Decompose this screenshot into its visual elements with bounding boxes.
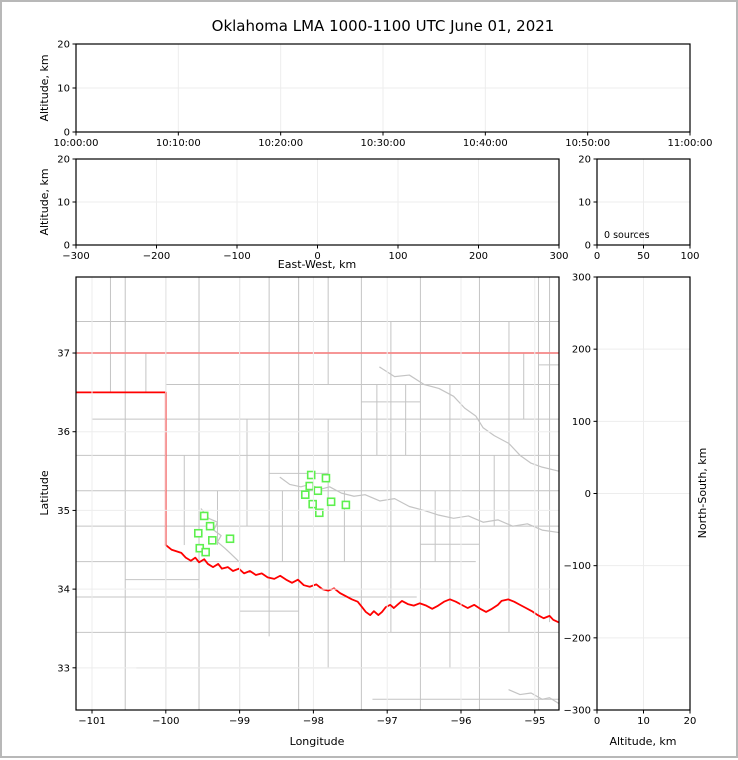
y-tick-label: 36 <box>57 427 70 438</box>
x-tick-label: 10 <box>637 716 650 727</box>
axes: 0 50 100 0 10 20 <box>578 155 699 263</box>
y-tick-label: 10 <box>57 198 70 209</box>
station-marker <box>321 473 331 483</box>
y-tick-label: −100 <box>564 561 591 572</box>
station-marker <box>306 470 316 480</box>
state-border-line <box>76 391 167 546</box>
river-line <box>279 476 559 534</box>
gridlines <box>76 277 559 710</box>
station-marker <box>205 521 215 531</box>
river-line <box>200 508 239 562</box>
x-tick-label: 11:00:00 <box>668 138 713 149</box>
y-tick-label: 100 <box>572 417 591 428</box>
x-tick-label: 0 <box>594 716 600 727</box>
axes: 10:00:00 10:10:00 10:20:00 10:30:00 10:40:00… <box>54 40 713 150</box>
gridlines <box>597 159 690 245</box>
y-tick-label: 20 <box>57 155 70 166</box>
gridlines <box>76 159 559 245</box>
x-tick-label: −95 <box>524 716 545 727</box>
panel-eastwest-altitude: −300 −200 −100 0 100 200 300 0 10 20 <box>57 155 568 263</box>
x-tick-label: 10:10:00 <box>156 138 201 149</box>
x-tick-label: 20 <box>684 716 697 727</box>
y-tick-label: 200 <box>572 345 591 356</box>
x-tick-label: 10:20:00 <box>258 138 303 149</box>
x-tick-label: 10:50:00 <box>565 138 610 149</box>
x-tick-label: −96 <box>450 716 471 727</box>
figure-title: Oklahoma LMA 1000-1100 UTC June 01, 2021 <box>212 17 555 35</box>
lma-station-markers <box>193 470 351 557</box>
x-tick-label: −100 <box>152 716 179 727</box>
x-tick-label: 10:00:00 <box>54 138 99 149</box>
y-tick-label: 33 <box>57 663 70 674</box>
y-tick-label: −300 <box>564 706 591 717</box>
y-tick-label: 300 <box>572 273 591 284</box>
station-marker <box>225 534 235 544</box>
x-tick-label: −300 <box>62 251 89 262</box>
x-tick-label: 0 <box>314 251 320 262</box>
axes: −300 −200 −100 0 100 200 300 0 10 20 <box>57 155 568 263</box>
x-tick-label: 10:30:00 <box>361 138 406 149</box>
map-ylabel-latitude: Latitude <box>38 470 51 516</box>
time-panel-ylabel: Altitude, km <box>38 54 51 121</box>
x-tick-label: −101 <box>78 716 105 727</box>
state-border-line <box>164 544 559 624</box>
y-tick-label: 10 <box>578 198 591 209</box>
panel-northsouth-altitude: 0 10 20 −300 −200 −100 0 100 200 300 <box>564 273 697 728</box>
panel-altitude-histogram: 0 50 100 0 10 20 <box>578 155 699 263</box>
y-tick-label: 10 <box>57 84 70 95</box>
map-content <box>76 277 559 710</box>
axes: 0 10 20 −300 −200 −100 0 100 200 300 <box>564 273 697 728</box>
station-marker <box>208 536 217 545</box>
station-marker <box>193 528 203 538</box>
y-tick-label: 35 <box>57 506 70 517</box>
northsouth-panel-xlabel: Altitude, km <box>609 735 676 748</box>
river-line <box>508 689 559 704</box>
y-tick-label: 37 <box>57 349 70 360</box>
y-tick-label: 34 <box>57 585 70 596</box>
panel-plan-view-map: −101 −100 −99 −98 −97 −96 −95 33 34 35 36 37 <box>57 276 560 727</box>
x-tick-label: −100 <box>223 251 250 262</box>
x-tick-label: 100 <box>388 251 407 262</box>
station-marker <box>201 547 210 557</box>
y-tick-label: 0 <box>585 241 591 252</box>
river-line <box>379 366 559 472</box>
y-tick-label: −200 <box>564 633 591 644</box>
panel-time-altitude: 10:00:00 10:10:00 10:20:00 10:30:00 10:40:00… <box>54 40 713 150</box>
x-tick-label: 100 <box>680 251 699 262</box>
station-marker <box>341 500 351 510</box>
northsouth-panel-ylabel: North-South, km <box>696 448 709 539</box>
y-tick-label: 0 <box>64 241 70 252</box>
gridlines <box>76 44 690 132</box>
station-marker <box>308 499 317 509</box>
x-tick-label: 200 <box>469 251 488 262</box>
x-tick-label: −200 <box>143 251 170 262</box>
x-tick-label: 50 <box>637 251 650 262</box>
eastwest-panel-ylabel: Altitude, km <box>38 168 51 235</box>
source-count-annotation: 0 sources <box>604 230 650 241</box>
x-tick-label: −99 <box>229 716 250 727</box>
map-xlabel-longitude: Longitude <box>290 735 345 748</box>
y-tick-label: 20 <box>578 155 591 166</box>
station-marker <box>305 481 315 491</box>
station-marker <box>199 511 209 521</box>
x-tick-label: −97 <box>377 716 398 727</box>
x-tick-label: 0 <box>594 251 600 262</box>
station-marker <box>326 497 336 507</box>
station-marker <box>313 486 323 496</box>
x-tick-label: 300 <box>549 251 568 262</box>
x-tick-label: −98 <box>303 716 324 727</box>
gridlines <box>597 277 690 710</box>
y-tick-label: 0 <box>585 489 591 500</box>
station-marker <box>315 508 324 518</box>
y-tick-label: 20 <box>57 40 70 51</box>
axes: −101 −100 −99 −98 −97 −96 −95 33 34 35 36 37 <box>57 276 560 727</box>
eastwest-panel-xlabel: East-West, km <box>278 258 356 271</box>
x-tick-label: 10:40:00 <box>463 138 508 149</box>
y-tick-label: 0 <box>64 128 70 139</box>
station-marker <box>300 490 310 499</box>
